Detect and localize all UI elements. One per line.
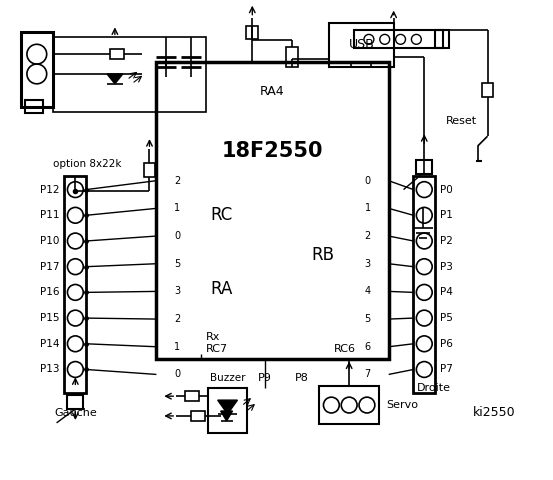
Text: USB: USB (348, 38, 374, 51)
Bar (482, 83, 493, 96)
Bar (414, 176, 435, 393)
Polygon shape (218, 400, 237, 414)
Bar (25, 100, 43, 113)
Bar (185, 391, 199, 401)
Text: P12: P12 (40, 185, 60, 194)
Text: 1: 1 (365, 204, 371, 214)
Text: RC6: RC6 (335, 344, 356, 354)
Bar (21, 33, 53, 107)
Text: P17: P17 (40, 262, 60, 272)
Bar (191, 411, 205, 421)
Text: P10: P10 (40, 236, 60, 246)
Text: 2: 2 (174, 314, 180, 324)
Bar (435, 30, 449, 48)
Text: P6: P6 (440, 339, 453, 349)
Text: RC7: RC7 (206, 344, 228, 354)
Text: Gauche: Gauche (54, 408, 97, 418)
Bar (110, 49, 124, 59)
Bar (208, 388, 247, 433)
Text: RC: RC (211, 206, 233, 224)
Text: 3: 3 (174, 287, 180, 296)
Text: P15: P15 (40, 313, 60, 323)
Bar (65, 176, 86, 393)
Text: 1: 1 (174, 342, 180, 352)
Text: 2: 2 (364, 231, 371, 241)
Bar (144, 163, 155, 177)
Bar (416, 160, 432, 174)
Text: 0: 0 (365, 176, 371, 186)
Text: P11: P11 (40, 210, 60, 220)
Text: Reset: Reset (446, 116, 477, 126)
Bar (320, 386, 379, 424)
Text: 7: 7 (364, 370, 371, 379)
Text: P8: P8 (295, 373, 309, 384)
Text: P9: P9 (258, 373, 272, 384)
Text: 0: 0 (174, 231, 180, 241)
Bar (53, 37, 206, 111)
Text: P2: P2 (440, 236, 453, 246)
Text: P5: P5 (440, 313, 453, 323)
Text: 0: 0 (174, 370, 180, 379)
Bar (330, 23, 394, 67)
Text: P1: P1 (440, 210, 453, 220)
Text: 5: 5 (174, 259, 180, 269)
Text: 4: 4 (365, 287, 371, 296)
Text: P4: P4 (440, 288, 453, 298)
Bar (246, 25, 258, 39)
Text: 6: 6 (365, 342, 371, 352)
Text: P16: P16 (40, 288, 60, 298)
Text: RB: RB (311, 246, 335, 264)
Bar (354, 30, 443, 48)
Bar (156, 62, 389, 359)
Text: 5: 5 (364, 314, 371, 324)
Text: option 8x22k: option 8x22k (53, 159, 122, 169)
Text: RA4: RA4 (260, 85, 285, 98)
Bar (286, 47, 298, 67)
Text: Buzzer: Buzzer (210, 373, 246, 384)
Text: P0: P0 (440, 185, 453, 194)
Text: 18F2550: 18F2550 (222, 141, 324, 161)
Text: Servo: Servo (387, 400, 419, 410)
Text: Droite: Droite (417, 383, 451, 393)
Text: P7: P7 (440, 364, 453, 374)
Text: Rx: Rx (206, 332, 220, 342)
Text: ki2550: ki2550 (473, 407, 515, 420)
Text: P13: P13 (40, 364, 60, 374)
Text: RA: RA (211, 280, 233, 299)
Polygon shape (107, 74, 123, 84)
Polygon shape (221, 411, 232, 421)
Text: 2: 2 (174, 176, 180, 186)
Text: 3: 3 (365, 259, 371, 269)
Text: P3: P3 (440, 262, 453, 272)
Text: P14: P14 (40, 339, 60, 349)
Bar (67, 395, 84, 409)
Text: 1: 1 (174, 204, 180, 214)
